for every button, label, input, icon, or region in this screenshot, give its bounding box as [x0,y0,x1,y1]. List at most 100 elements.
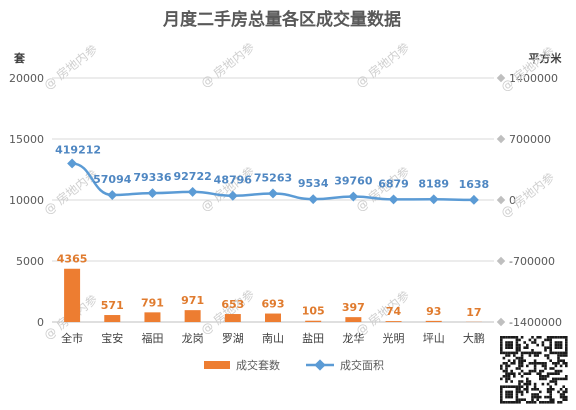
qr-module [557,369,560,373]
qr-module [565,349,568,352]
qr-module [523,388,526,391]
qr-module [523,398,526,401]
qr-module [500,393,503,396]
qr-module [533,393,537,396]
qr-module [559,351,563,355]
qr-module [528,401,532,404]
qr-module [552,398,555,401]
bar [184,310,201,322]
qr-module [513,351,516,355]
qr-module [500,338,503,342]
line-point [468,194,479,205]
qr-module [554,351,558,355]
x-category-label: 大鹏 [463,331,485,345]
qr-module [565,398,568,401]
qr-module [505,351,508,355]
qr-module [520,359,524,362]
qr-module [559,343,563,347]
qr-module [505,393,508,396]
watermark-text: @ 房地内参 [198,286,258,337]
qr-module [549,385,552,388]
qr-module [523,382,526,386]
qr-module [554,343,558,347]
qr-module [510,369,513,373]
qr-module [520,354,524,357]
qr-module [505,395,508,399]
y-right-unit: 平方米 [529,51,563,65]
bar-data-label: 105 [302,305,325,318]
qr-module [531,369,534,373]
qr-module [549,372,552,375]
bar [64,268,81,322]
qr-module [549,341,552,344]
line-point [428,194,439,205]
qr-module [544,364,547,368]
qr-module [520,398,524,401]
qr-module [557,351,560,355]
qr-module [505,362,508,365]
qr-module [565,395,568,399]
qr-module [528,380,532,383]
qr-module [554,382,558,386]
qr-module [546,382,550,386]
qr-module [544,395,547,399]
qr-module [549,390,552,394]
qr-module [528,382,532,386]
qr-module [565,375,568,378]
qr-module [533,388,537,391]
qr-module [562,354,565,357]
qr-module [510,362,513,365]
qr-module [505,367,508,370]
qr-module [536,336,539,339]
y-right-tick-label: 0 [509,194,516,207]
qr-module [546,338,550,342]
qr-module [552,401,555,404]
qr-module [549,346,552,349]
legend-bar-swatch [204,361,230,369]
qr-module [515,338,519,342]
qr-module [510,341,513,344]
qr-module [518,380,521,383]
qr-module [507,359,511,362]
qr-module [536,388,539,391]
qr-module [552,380,555,383]
qr-module [557,362,560,365]
qr-module [562,395,565,399]
qr-module [510,336,513,339]
line-data-label: 39760 [334,175,373,188]
qr-module [554,341,558,344]
qr-module [500,367,503,370]
qr-module [565,388,568,391]
qr-module [513,354,516,357]
qr-module [536,351,539,355]
qr-module [520,390,524,394]
qr-module [533,369,537,373]
qr-module [552,372,555,375]
qr-module [510,385,513,388]
qr-module [562,351,565,355]
qr-module [562,377,565,381]
qr-module [500,341,503,344]
qr-module [533,395,537,399]
qr-module [536,398,539,401]
x-category-label: 罗湖 [222,332,244,345]
qr-module [510,372,513,375]
y-right-tick-label: 700000 [509,133,551,146]
line-data-label: 79336 [133,171,172,184]
qr-module [541,362,545,365]
qr-module [539,351,542,355]
bar-data-label: 74 [386,305,402,318]
qr-module [502,375,506,378]
qr-module [546,395,550,399]
qr-module [515,398,519,401]
y-left-tick-label: 5000 [16,255,44,268]
line-point [67,158,78,169]
qr-module [518,367,521,370]
y-left-unit: 套 [14,51,26,65]
qr-module [502,336,506,339]
bar-data-label: 971 [181,294,204,307]
qr-module [565,354,568,357]
watermark-text: @ 房地内参 [198,39,258,90]
qr-module [510,401,513,404]
